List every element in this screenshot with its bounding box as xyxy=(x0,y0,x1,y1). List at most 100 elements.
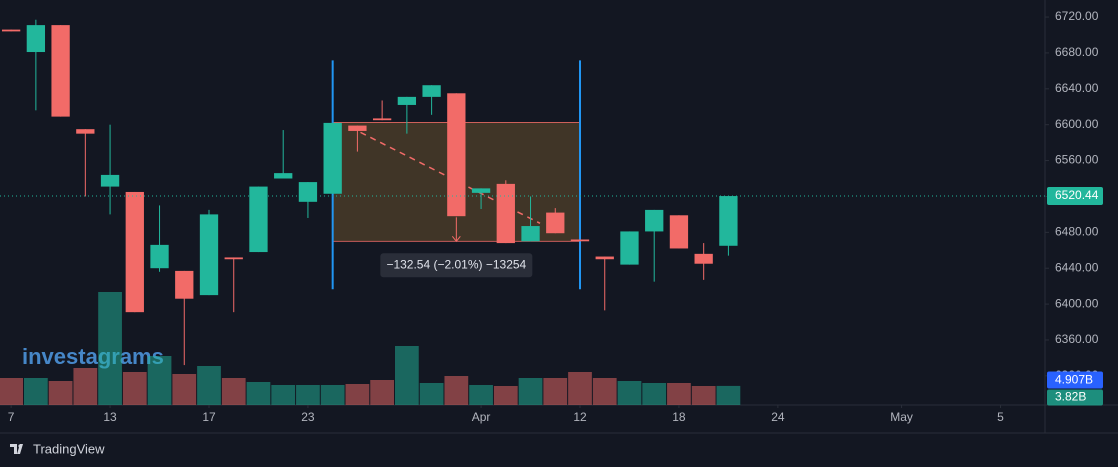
candle xyxy=(546,208,565,234)
x-tick-label: 7 xyxy=(8,410,15,424)
volume-bar xyxy=(642,383,667,405)
candle xyxy=(645,209,664,282)
y-tick-label: 6640.00 xyxy=(1055,81,1099,95)
last-price-label: 6520.44 xyxy=(1055,188,1099,202)
volume-bar xyxy=(48,381,73,405)
volume-bar xyxy=(691,386,716,405)
candle xyxy=(224,257,243,313)
candle-body xyxy=(51,25,70,117)
x-tick-label: 24 xyxy=(771,410,785,424)
volume-bar xyxy=(394,346,419,405)
candle xyxy=(570,239,590,242)
footer-brand: TradingView xyxy=(33,441,105,456)
volume-bar xyxy=(444,376,469,405)
candle xyxy=(51,25,70,117)
candle xyxy=(348,125,367,152)
candle-body xyxy=(570,239,590,242)
candle xyxy=(26,19,46,111)
candle-body xyxy=(323,122,342,194)
candle-body xyxy=(595,256,614,260)
volume-bar xyxy=(716,385,741,405)
candle-body xyxy=(224,257,243,260)
volume-bar xyxy=(518,378,543,405)
y-tick-label: 6680.00 xyxy=(1055,45,1099,59)
candle-body xyxy=(694,253,713,264)
volume-bar xyxy=(469,385,493,405)
volume-bar xyxy=(370,380,395,405)
volume-bar xyxy=(320,385,345,405)
volume-bar xyxy=(592,378,617,405)
candle-body xyxy=(100,174,120,187)
candle-body xyxy=(348,125,367,131)
volume-bar xyxy=(197,366,221,405)
x-tick-label: 12 xyxy=(573,410,587,424)
candle-body xyxy=(175,270,194,299)
volume-bar xyxy=(345,384,370,405)
y-tick-label: 6600.00 xyxy=(1055,117,1099,131)
candle xyxy=(125,191,144,313)
candle-body xyxy=(669,215,689,249)
candle-body xyxy=(274,173,293,179)
volume-bar xyxy=(667,383,691,405)
candle xyxy=(298,182,318,218)
candle xyxy=(471,188,491,210)
candle-body xyxy=(199,214,219,296)
measure-label-box xyxy=(380,253,533,278)
candle xyxy=(150,205,169,272)
y-tick-label: 6560.00 xyxy=(1055,153,1099,167)
x-tick-label: 18 xyxy=(672,410,686,424)
candle-body xyxy=(620,231,639,265)
candle xyxy=(175,270,194,366)
candle-body xyxy=(447,93,466,217)
candle xyxy=(274,130,293,179)
x-tick-label: Apr xyxy=(472,410,491,424)
candle xyxy=(422,85,441,115)
volume-bar xyxy=(246,382,271,405)
volume-bar xyxy=(0,378,24,405)
y-tick-label: 6400.00 xyxy=(1055,296,1099,310)
candle xyxy=(372,100,392,121)
candle-body xyxy=(26,25,46,53)
candle xyxy=(694,243,713,280)
last-price-tag xyxy=(1047,187,1103,206)
y-tick-label: 6360.00 xyxy=(1055,332,1099,346)
candle xyxy=(496,180,515,244)
volume-bar xyxy=(617,381,642,405)
candle xyxy=(447,93,466,217)
candle-body xyxy=(546,212,565,234)
candle xyxy=(521,196,540,242)
candle xyxy=(397,96,417,134)
volume-bar xyxy=(296,385,320,405)
footer-logo xyxy=(10,444,23,454)
volume-ma-label: 4.907B xyxy=(1055,373,1093,387)
watermark: investagrams xyxy=(22,344,164,369)
candle-body xyxy=(249,186,268,253)
logo-dot xyxy=(18,444,22,448)
x-tick-label: 5 xyxy=(997,410,1004,424)
x-tick-label: May xyxy=(890,410,913,424)
y-tick-label: 6720.00 xyxy=(1055,9,1099,23)
candle-body xyxy=(471,188,491,193)
volume-bar xyxy=(98,292,122,405)
candle xyxy=(249,186,268,253)
x-tick-label: 23 xyxy=(301,410,315,424)
y-tick-label: 6440.00 xyxy=(1055,260,1099,274)
candle-body xyxy=(372,118,392,121)
candle-body xyxy=(397,96,417,105)
volume-bar xyxy=(271,385,296,405)
candle-body xyxy=(1,29,21,32)
candle xyxy=(76,129,95,197)
candle-body xyxy=(719,196,738,246)
x-tick-label: 13 xyxy=(103,410,117,424)
y-tick-label: 6480.00 xyxy=(1055,224,1099,238)
candle-body xyxy=(645,209,664,232)
volume-tag-label: 3.82B xyxy=(1055,390,1086,404)
volume-ma-tag xyxy=(1047,371,1103,389)
candle xyxy=(719,196,738,256)
measure-arrow-head xyxy=(451,235,461,243)
candle xyxy=(620,231,639,265)
x-tick-label: 17 xyxy=(202,410,216,424)
volume-bar xyxy=(23,378,48,405)
